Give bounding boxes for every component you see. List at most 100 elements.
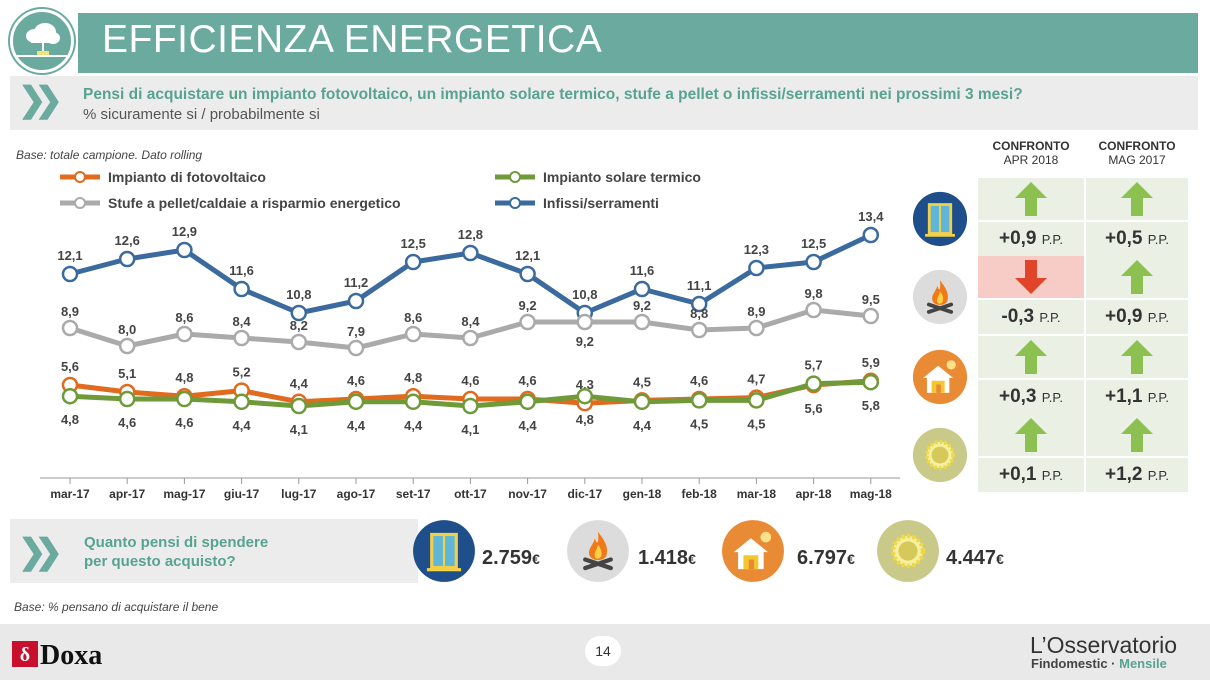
spend-band: [10, 519, 418, 583]
solar-panel-icon: [912, 427, 968, 488]
house-sun-icon: [912, 349, 968, 410]
data-label: 12,8: [458, 227, 483, 242]
data-point: [862, 373, 880, 391]
data-label: 5,2: [233, 365, 251, 380]
spend-amount-value: 4.447: [946, 547, 997, 569]
data-point: [404, 325, 422, 343]
data-label: 8,6: [404, 310, 422, 325]
legend-label: Infissi/serramenti: [543, 195, 659, 211]
data-label: 12,6: [115, 233, 140, 248]
data-label: 4,6: [519, 373, 537, 388]
x-tick-label: set-17: [396, 487, 431, 501]
series-0: 12,1 12,6 12,9 11,6 10,8 11,2 12,5 12,8 12,1 10,8…: [57, 209, 884, 322]
data-point: [519, 265, 536, 283]
arrow-up-icon: [1121, 260, 1153, 294]
data-label: 9,2: [519, 298, 537, 313]
legend-item: Infissi/serramenti: [495, 195, 659, 211]
data-label: 8,9: [747, 304, 765, 319]
spend-question-line1: Quanto pensi di spendere: [84, 534, 269, 551]
arrow-up-cell: [978, 336, 1084, 378]
data-label: 4,6: [690, 373, 708, 388]
arrow-up-cell: [978, 414, 1084, 456]
data-point: [290, 304, 308, 322]
spend-question-line2: per questo acquisto?: [84, 553, 236, 570]
page-number: 14: [585, 636, 621, 666]
col2-header-line1: CONFRONTO: [1098, 139, 1176, 153]
data-point: [805, 301, 822, 319]
data-point: [347, 393, 365, 411]
data-label: 4,6: [118, 415, 136, 430]
data-label: 9,8: [805, 286, 823, 301]
pp-value-cell: +0,9 P.P.: [978, 222, 1084, 256]
pp-unit: P.P.: [1041, 468, 1063, 483]
data-point: [633, 280, 651, 298]
spend-amount-value: 1.418: [638, 547, 689, 569]
question-band: [10, 76, 1198, 130]
x-tick-label: dic-17: [567, 487, 602, 501]
pp-unit: P.P.: [1147, 390, 1169, 405]
x-tick-label: ago-17: [337, 487, 376, 501]
data-label: 4,6: [347, 373, 365, 388]
data-label: 4,4: [404, 418, 423, 433]
fire-icon: [566, 519, 630, 588]
data-label: 12,1: [57, 248, 82, 263]
pp-value: -0,3: [1001, 306, 1040, 327]
arrow-down-cell: [978, 256, 1084, 298]
data-point: [404, 393, 422, 411]
window-icon: [912, 191, 968, 252]
spend-amount: 6.797€: [797, 547, 855, 570]
data-label: 8,9: [61, 304, 79, 319]
x-tick-label: ott-17: [454, 487, 487, 501]
x-tick-label: giu-17: [224, 487, 260, 501]
chevrons-icon: ❯❯: [18, 81, 63, 119]
arrow-up-icon: [1121, 418, 1153, 452]
x-tick-label: apr-17: [109, 487, 145, 501]
data-label: 4,7: [747, 372, 765, 387]
data-point: [748, 392, 765, 409]
data-label: 10,8: [572, 287, 597, 302]
data-point: [805, 253, 822, 271]
data-point: [576, 313, 594, 331]
arrow-up-icon: [1015, 182, 1047, 216]
data-label: 4,8: [61, 412, 79, 427]
data-point: [690, 392, 708, 409]
data-label: 5,1: [118, 366, 136, 381]
data-label: 8,2: [290, 318, 308, 333]
data-point: [176, 390, 193, 408]
data-label: 4,6: [461, 373, 479, 388]
question-subtitle: % sicuramente si / probabilmente si: [83, 106, 320, 123]
base-note-bottom: Base: % pensano di acquistare il bene: [14, 600, 219, 614]
data-label: 4,4: [519, 418, 538, 433]
data-point: [118, 337, 136, 355]
data-label: 4,1: [290, 422, 308, 437]
data-point: [118, 250, 136, 268]
data-label: 8,6: [175, 310, 193, 325]
pp-value-cell: +0,3 P.P.: [978, 380, 1084, 414]
pp-value: +1,1: [1104, 386, 1148, 407]
fire-icon: [912, 269, 968, 330]
data-point: [576, 387, 594, 405]
data-label: 11,6: [630, 263, 655, 278]
svg-text:δ: δ: [20, 644, 30, 666]
observatory-sub-2: Mensile: [1119, 656, 1167, 671]
legend-label: Impianto solare termico: [543, 169, 701, 185]
data-label: 4,4: [233, 418, 252, 433]
x-tick-label: apr-18: [796, 487, 832, 501]
data-label: 5,9: [862, 355, 880, 370]
pp-value-cell: +0,5 P.P.: [1086, 222, 1188, 256]
arrow-up-icon: [1015, 418, 1047, 452]
data-label: 8,4: [233, 314, 252, 329]
page-title: EFFICIENZA ENERGETICA: [102, 18, 603, 61]
data-point: [805, 375, 822, 392]
data-label: 8,8: [690, 306, 708, 321]
pp-value: +0,3: [998, 386, 1042, 407]
data-label: 5,7: [805, 358, 823, 373]
data-point: [690, 295, 708, 313]
data-point: [176, 241, 193, 259]
cloud-logo-icon: [10, 9, 74, 73]
data-label: 8,0: [118, 322, 136, 337]
data-label: 4,8: [404, 370, 422, 385]
data-point: [233, 393, 250, 411]
data-point: [633, 313, 651, 331]
pp-unit: P.P.: [1147, 232, 1169, 247]
